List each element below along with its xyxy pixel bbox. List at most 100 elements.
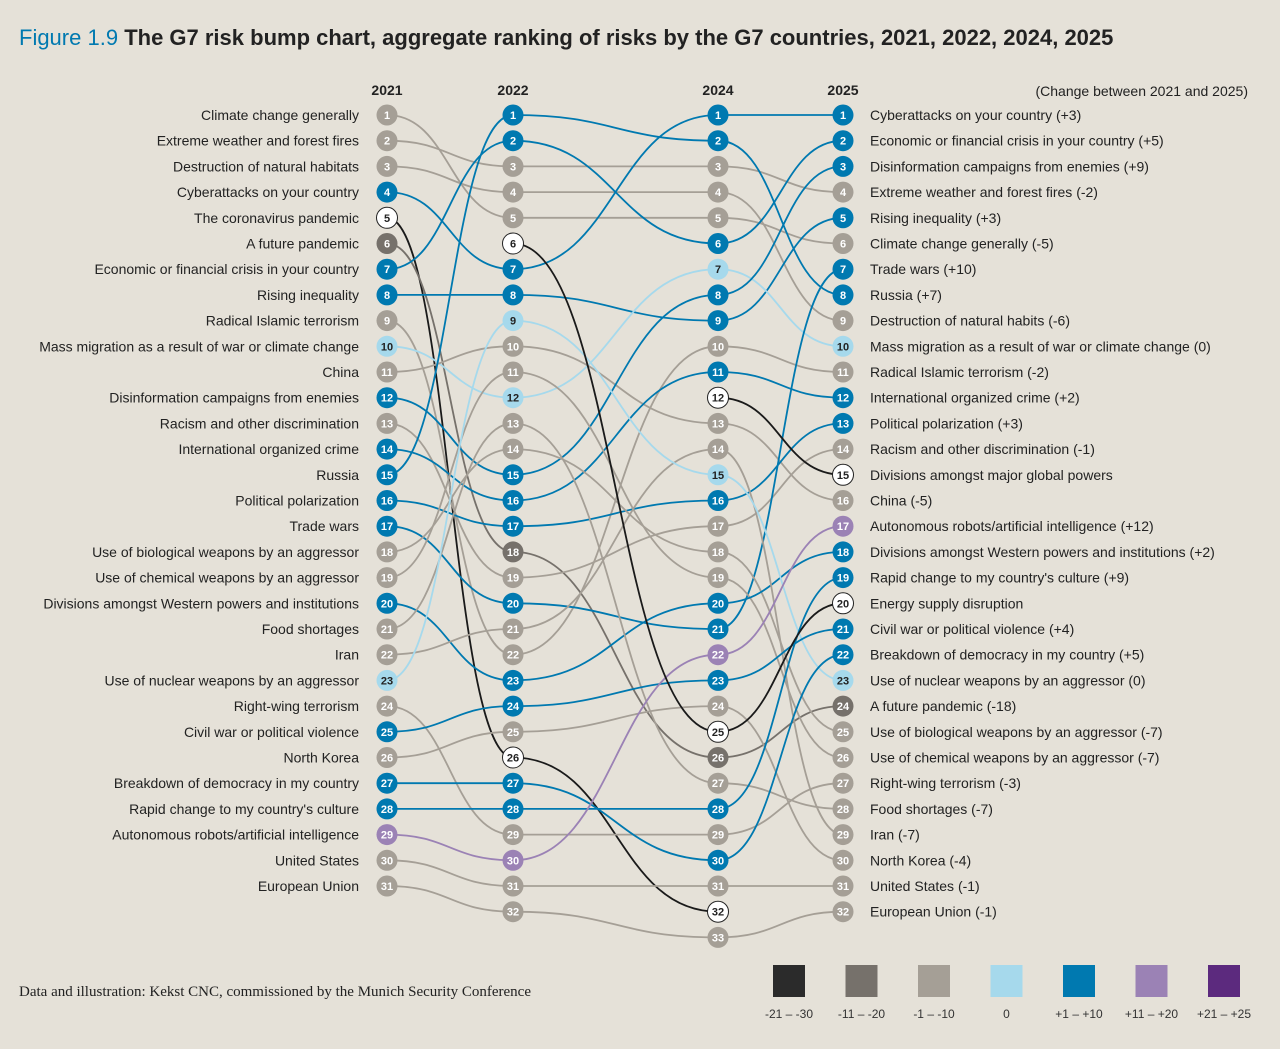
risk-label-2021: Economic or financial crisis in your cou… bbox=[94, 261, 359, 277]
rank-marker: 8 bbox=[502, 284, 524, 306]
rank-marker: 1 bbox=[376, 104, 398, 126]
rank-circle bbox=[502, 669, 524, 691]
rank-label: 16 bbox=[507, 496, 519, 508]
rank-label: 3 bbox=[840, 161, 846, 173]
rank-circle bbox=[376, 618, 398, 640]
risk-label-2025: Autonomous robots/artificial intelligenc… bbox=[870, 518, 1154, 534]
rank-circle bbox=[832, 463, 854, 486]
rank-circle bbox=[707, 798, 729, 820]
series-line bbox=[512, 499, 719, 528]
rank-circle bbox=[376, 130, 398, 152]
rank-marker: 11 bbox=[832, 361, 854, 383]
rank-circle bbox=[832, 130, 854, 152]
rank-marker: 9 bbox=[707, 310, 729, 332]
rank-marker: 24 bbox=[832, 695, 854, 717]
rank-circle bbox=[502, 695, 524, 717]
rank-circle bbox=[707, 490, 729, 511]
year-header-2024: 2024 bbox=[702, 82, 733, 98]
risk-label-2021: Use of biological weapons by an aggresso… bbox=[92, 544, 359, 560]
rank-label: 25 bbox=[507, 727, 519, 739]
rank-circle bbox=[376, 541, 398, 563]
series-line bbox=[717, 473, 844, 682]
rank-circle bbox=[502, 361, 524, 383]
series-line bbox=[386, 499, 514, 528]
rank-label: 13 bbox=[381, 418, 393, 430]
rank-label: 27 bbox=[507, 778, 519, 790]
rank-circle bbox=[376, 798, 398, 820]
risk-label-2025: China (-5) bbox=[870, 493, 932, 509]
rank-circle bbox=[707, 747, 729, 768]
rank-label: 33 bbox=[712, 932, 724, 944]
risk-label-2021: Use of nuclear weapons by an aggressor bbox=[105, 672, 360, 688]
rank-circle bbox=[376, 438, 398, 460]
rank-marker: 13 bbox=[376, 412, 398, 434]
risk-label-2021: Disinformation campaigns from enemies bbox=[109, 390, 359, 406]
rank-circle bbox=[502, 130, 524, 152]
series-line bbox=[512, 910, 719, 939]
rank-circle bbox=[376, 567, 398, 589]
risk-label-2021: Iran bbox=[335, 647, 359, 663]
rank-marker: 32 bbox=[832, 901, 854, 923]
rank-circle bbox=[707, 464, 729, 486]
rank-label: 21 bbox=[507, 624, 519, 636]
rank-label: 23 bbox=[507, 675, 519, 687]
rank-marker: 1 bbox=[707, 104, 729, 126]
risk-label-2021: Russia bbox=[316, 467, 359, 483]
rank-marker: 25 bbox=[376, 721, 398, 743]
rank-label: 15 bbox=[381, 470, 393, 482]
rank-label: 23 bbox=[712, 675, 724, 687]
rank-label: 8 bbox=[510, 290, 516, 302]
legend: -21 – -30 -11 – -20 -1 – -10 0 +1 – +10 +11 –… bbox=[765, 965, 1251, 1021]
series-line bbox=[717, 602, 844, 733]
rank-label: 17 bbox=[381, 521, 393, 533]
rank-marker: 8 bbox=[832, 284, 854, 306]
rank-circle bbox=[707, 644, 729, 666]
rank-label: 7 bbox=[840, 264, 846, 276]
rank-circle bbox=[832, 284, 854, 306]
risk-label-2025: A future pandemic (-18) bbox=[870, 698, 1016, 714]
series-line bbox=[386, 139, 514, 168]
rank-label: 19 bbox=[837, 573, 849, 585]
rank-label: 12 bbox=[381, 393, 393, 405]
rank-label: 26 bbox=[507, 753, 519, 765]
rank-label: 5 bbox=[384, 213, 390, 225]
rank-label: 18 bbox=[837, 547, 849, 559]
rank-circle bbox=[502, 592, 524, 614]
rank-marker: 19 bbox=[376, 567, 398, 589]
risk-label-2025: Radical Islamic terrorism (-2) bbox=[870, 364, 1049, 380]
rank-marker: 16 bbox=[707, 490, 729, 511]
risk-label-2025: Right-wing terrorism (-3) bbox=[870, 775, 1021, 791]
legend-label: -21 – -30 bbox=[765, 1007, 813, 1021]
rank-marker: 14 bbox=[502, 438, 524, 460]
rank-marker: 27 bbox=[832, 772, 854, 794]
rank-label: 27 bbox=[381, 778, 393, 790]
rank-label: 8 bbox=[384, 290, 390, 302]
rank-marker: 7 bbox=[376, 258, 398, 280]
rank-label: 14 bbox=[507, 444, 520, 456]
rank-label: 19 bbox=[712, 573, 724, 585]
rank-marker: 13 bbox=[707, 412, 729, 434]
rank-circle bbox=[707, 541, 729, 563]
rank-marker: 16 bbox=[376, 490, 398, 511]
rank-label: 1 bbox=[840, 110, 846, 122]
rank-marker: 10 bbox=[832, 335, 854, 357]
rank-marker: 9 bbox=[832, 310, 854, 332]
series-line bbox=[512, 782, 719, 862]
rank-circle bbox=[832, 721, 854, 743]
series-line bbox=[386, 705, 514, 733]
rank-label: 29 bbox=[507, 830, 519, 842]
rank-marker: 28 bbox=[707, 798, 729, 820]
series-line bbox=[512, 371, 719, 502]
rank-circle bbox=[502, 207, 524, 229]
rank-circle bbox=[502, 438, 524, 460]
rank-label: 30 bbox=[837, 855, 849, 867]
rank-label: 32 bbox=[507, 907, 519, 919]
rank-label: 6 bbox=[840, 239, 846, 251]
series-line bbox=[386, 859, 514, 887]
risk-label-2025: United States (-1) bbox=[870, 878, 980, 894]
rank-circle bbox=[376, 490, 398, 511]
risk-label-2025: Divisions amongst Western powers and ins… bbox=[870, 544, 1215, 560]
rank-label: 29 bbox=[381, 830, 393, 842]
rank-marker: 18 bbox=[707, 541, 729, 563]
